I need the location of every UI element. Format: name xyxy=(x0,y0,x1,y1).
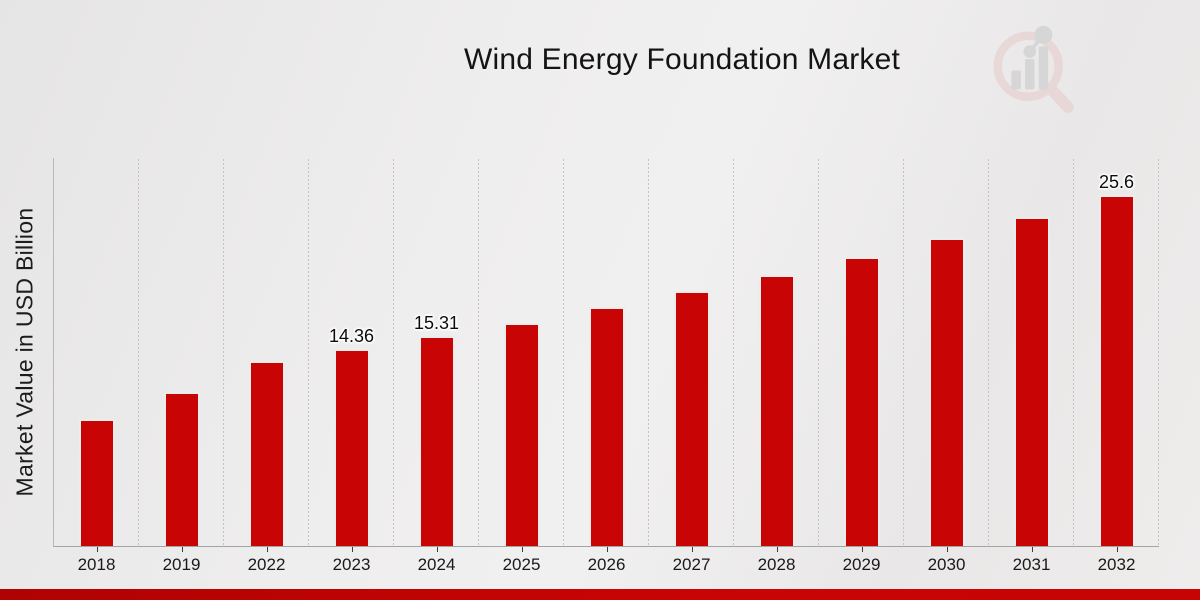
x-axis-tick xyxy=(691,547,693,552)
bar xyxy=(928,237,965,546)
x-axis-label: 2026 xyxy=(587,555,626,574)
x-axis-tick xyxy=(861,547,863,552)
x-axis-label: 2019 xyxy=(162,555,201,574)
bar-value-label: 15.31 xyxy=(413,313,460,334)
category-cell: 2026 xyxy=(564,158,649,574)
magnifier-bar-chart-logo-icon xyxy=(993,25,1074,114)
bar xyxy=(248,360,285,546)
x-axis-label: 2018 xyxy=(77,555,116,574)
x-axis-label: 2024 xyxy=(417,555,456,574)
category-cell: 15.31 2024 xyxy=(394,158,479,574)
bar xyxy=(163,392,200,546)
category-cell: 2031 xyxy=(989,158,1074,574)
bar-value-label: 14.36 xyxy=(328,326,375,347)
x-axis-tick xyxy=(946,547,948,552)
x-axis-tick xyxy=(1116,547,1118,552)
category-cell: 2029 xyxy=(819,158,904,574)
category-cell: 2028 xyxy=(734,158,819,574)
x-axis-tick xyxy=(96,547,98,552)
x-axis-label: 2023 xyxy=(332,555,371,574)
bar: 14.36 xyxy=(329,326,374,546)
category-cell: 25.6 2032 xyxy=(1074,158,1159,574)
x-axis-label: 2028 xyxy=(757,555,796,574)
category-cell: 2027 xyxy=(649,158,734,574)
category-cell: 2018 xyxy=(54,158,139,574)
bar xyxy=(78,418,115,546)
bar: 15.31 xyxy=(414,313,459,546)
x-axis-label: 2031 xyxy=(1012,555,1051,574)
category-cell: 2025 xyxy=(479,158,564,574)
x-axis-tick xyxy=(351,547,353,552)
bar xyxy=(673,291,710,546)
x-axis-label: 2025 xyxy=(502,555,541,574)
x-axis-tick xyxy=(606,547,608,552)
x-axis-tick xyxy=(776,547,778,552)
category-cell: 2019 xyxy=(139,158,224,574)
x-axis-tick xyxy=(436,547,438,552)
bar xyxy=(588,307,625,546)
x-axis-label: 2029 xyxy=(842,555,881,574)
bar: 25.6 xyxy=(1098,172,1135,546)
x-axis-label: 2030 xyxy=(927,555,966,574)
category-cell: 14.36 2023 xyxy=(309,158,394,574)
x-axis-tick xyxy=(181,547,183,552)
bar xyxy=(758,274,795,546)
plot-area: 2018 2019 2022 14.36 2023 15.31 2024 2025 2026 20… xyxy=(53,158,1159,574)
bar-value-label: 25.6 xyxy=(1098,172,1135,193)
x-axis-tick xyxy=(1031,547,1033,552)
category-cell: 2030 xyxy=(904,158,989,574)
x-axis-label: 2032 xyxy=(1097,555,1136,574)
x-axis-label: 2027 xyxy=(672,555,711,574)
category-cell: 2022 xyxy=(224,158,309,574)
footer-accent-bar xyxy=(0,589,1200,600)
chart-title: Wind Energy Foundation Market xyxy=(464,43,901,76)
x-axis-tick xyxy=(521,547,523,552)
bar xyxy=(1013,216,1050,546)
y-axis-label: Market Value in USD Billion xyxy=(11,207,38,497)
bar xyxy=(503,322,540,546)
x-axis-tick xyxy=(266,547,268,552)
x-axis-label: 2022 xyxy=(247,555,286,574)
bar xyxy=(843,256,880,546)
